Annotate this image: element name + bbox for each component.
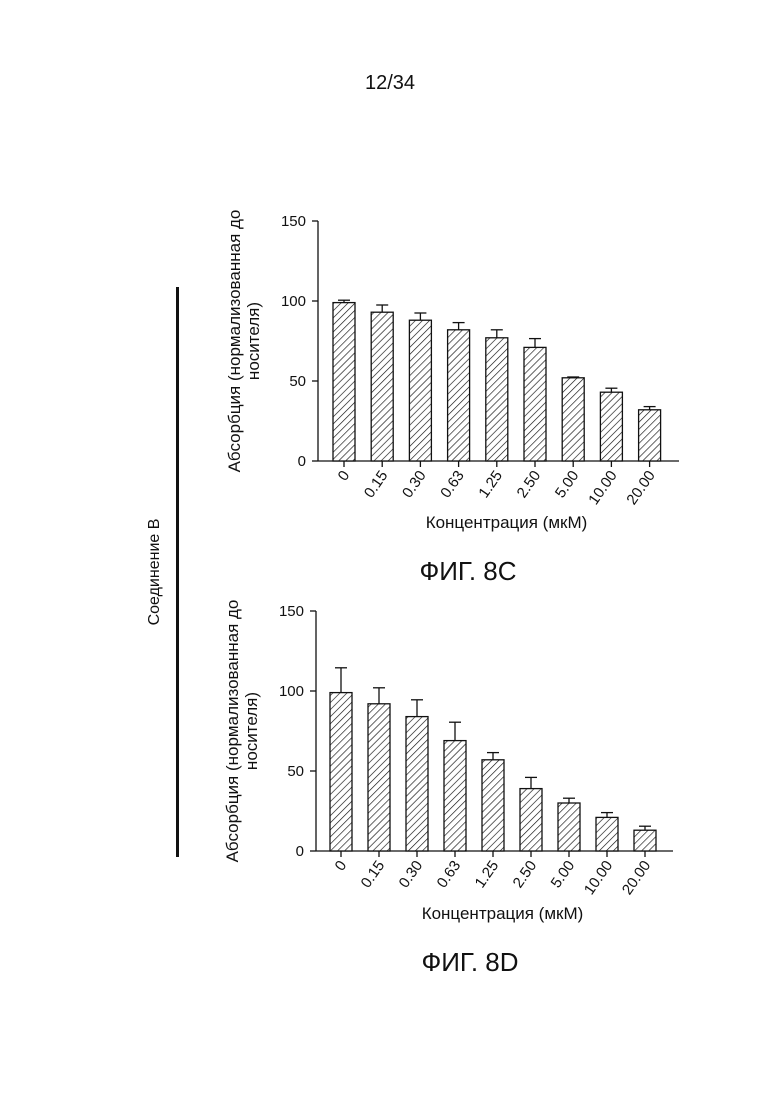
y-tick-label: 0: [298, 453, 306, 470]
bar: [482, 760, 504, 851]
y-tick-label: 0: [296, 843, 304, 860]
x-tick-label: 2.50: [514, 468, 545, 502]
bar: [520, 789, 542, 851]
bar: [371, 312, 393, 461]
bar: [333, 303, 355, 461]
bar: [634, 830, 656, 851]
y-axis-title: Абсорбция (нормализованная доносителя): [223, 600, 261, 863]
x-tick-label: 5.00: [548, 858, 579, 892]
x-tick-label: 0.63: [437, 468, 468, 502]
bar: [330, 693, 352, 851]
y-tick-label: 50: [287, 763, 304, 780]
x-tick-label: 2.50: [510, 858, 541, 892]
y-tick-label: 150: [281, 213, 306, 230]
bar: [448, 330, 470, 461]
x-tick-label: 1.25: [472, 858, 503, 892]
x-tick-label: 20.00: [619, 858, 654, 899]
y-axis-title-line-1: Абсорбция (нормализованная до: [223, 600, 242, 863]
bar: [409, 320, 431, 461]
x-tick-label: 0.15: [358, 858, 389, 892]
bar: [600, 392, 622, 461]
x-axis-title: Концентрация (мкМ): [422, 904, 584, 923]
y-axis-title: Абсорбция (нормализованная доносителя): [225, 210, 263, 473]
x-tick-label: 0: [335, 468, 354, 485]
chart-1: 0 50 100 150 0 0.150.300.631.25 2.505.0010.002…: [225, 210, 679, 586]
figure-caption: ФИГ. 8С: [419, 556, 516, 586]
bar: [406, 717, 428, 851]
y-tick-label: 50: [289, 373, 306, 390]
x-tick-label: 0.30: [399, 468, 430, 502]
bar: [639, 410, 661, 461]
chart-2: 0 50 100 150 0 0.150.300.631.252.505.0010.002…: [223, 600, 673, 977]
bar: [596, 817, 618, 851]
bar: [558, 803, 580, 851]
x-tick-label: 0.15: [361, 468, 392, 502]
bar: [486, 338, 508, 461]
x-tick-label: 5.00: [552, 468, 583, 502]
y-tick-label: 150: [279, 603, 304, 620]
y-tick-label: 100: [279, 683, 304, 700]
bar: [368, 704, 390, 851]
y-axis-title-line-1: Абсорбция (нормализованная до: [225, 210, 244, 473]
x-tick-label: 0.63: [434, 858, 465, 892]
y-axis-title-line-2: носителя): [244, 302, 263, 380]
bar: [562, 378, 584, 461]
y-axis-title-line-2: носителя): [242, 692, 261, 770]
x-tick-label: 0.30: [396, 858, 427, 892]
figure-caption: ФИГ. 8D: [421, 947, 518, 977]
x-tick-label: 1.25: [475, 468, 506, 502]
y-tick-label: 100: [281, 293, 306, 310]
x-tick-label: 10.00: [581, 858, 616, 899]
bar: [524, 347, 546, 461]
x-tick-label: 0: [332, 858, 351, 875]
x-axis-title: Концентрация (мкМ): [426, 513, 588, 532]
bar: [444, 741, 466, 851]
x-tick-label: 10.00: [585, 468, 620, 509]
x-tick-label: 20.00: [623, 468, 658, 509]
